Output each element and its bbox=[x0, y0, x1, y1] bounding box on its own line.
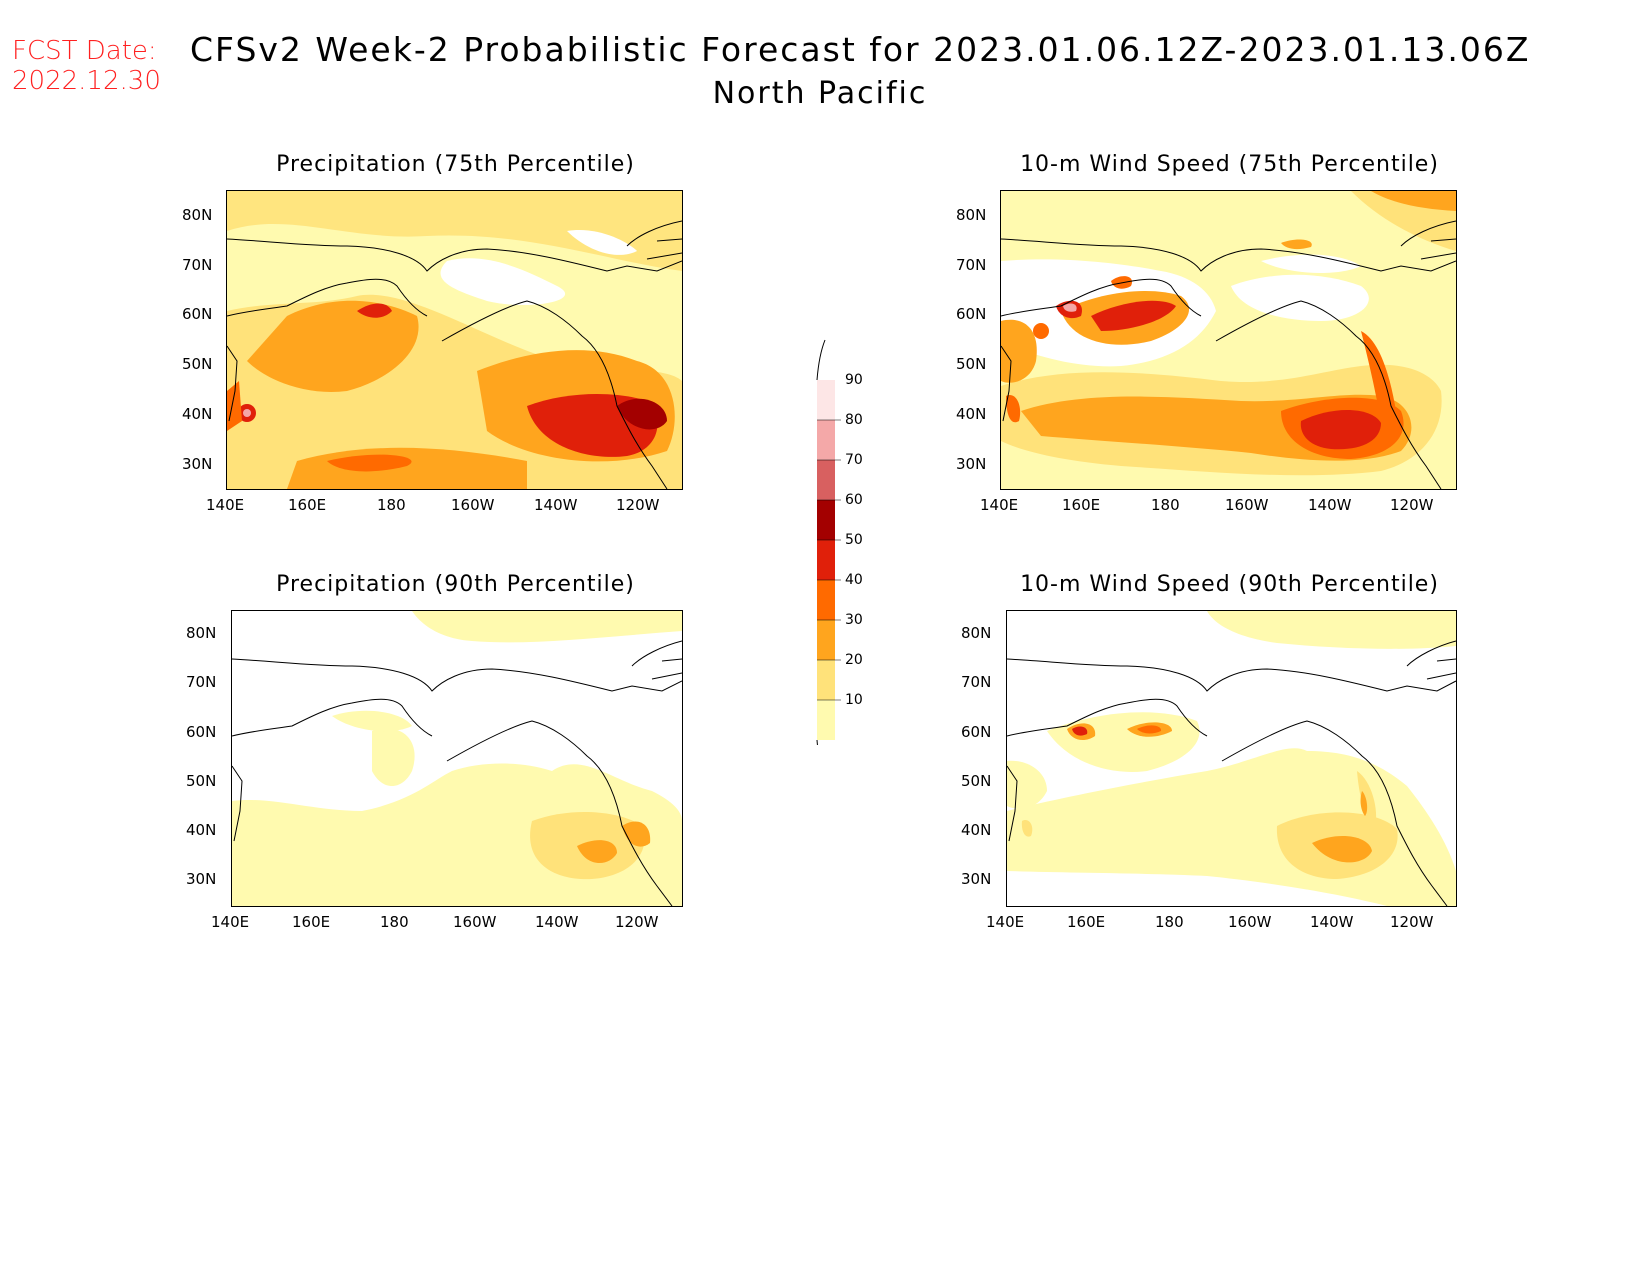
panel-title-wind75: 10-m Wind Speed (75th Percentile) bbox=[1020, 152, 1439, 177]
lat-label: 50N bbox=[182, 355, 213, 373]
map-wind90-canvas bbox=[1007, 611, 1456, 906]
colorbar-lower-tip bbox=[816, 739, 818, 745]
lon-label: 160W bbox=[453, 913, 497, 931]
colorbar-swatch bbox=[817, 420, 835, 460]
lon-label: 160W bbox=[1225, 496, 1269, 514]
map-precip75 bbox=[226, 190, 683, 490]
lat-label: 70N bbox=[186, 673, 217, 691]
colorbar-swatch bbox=[817, 660, 835, 700]
lon-label: 180 bbox=[377, 496, 406, 514]
panel-title-wind90: 10-m Wind Speed (90th Percentile) bbox=[1020, 572, 1439, 597]
colorbar-label: 20 bbox=[845, 652, 863, 668]
lon-label: 160E bbox=[1062, 496, 1101, 514]
lat-label: 40N bbox=[186, 821, 217, 839]
colorbar-label: 90 bbox=[845, 372, 863, 388]
colorbar-label: 40 bbox=[845, 572, 863, 588]
lat-label: 80N bbox=[956, 206, 987, 224]
lon-label: 160W bbox=[1228, 913, 1272, 931]
lat-label: 30N bbox=[186, 870, 217, 888]
colorbar-swatch bbox=[817, 540, 835, 580]
lat-label: 40N bbox=[956, 405, 987, 423]
map-precip90-canvas bbox=[232, 611, 682, 906]
lat-label: 60N bbox=[961, 723, 992, 741]
colorbar-swatch bbox=[817, 700, 835, 740]
lat-label: 30N bbox=[961, 870, 992, 888]
lat-label: 80N bbox=[186, 624, 217, 642]
panel-title-precip75: Precipitation (75th Percentile) bbox=[276, 152, 635, 177]
lat-label: 30N bbox=[956, 455, 987, 473]
lat-label: 40N bbox=[182, 405, 213, 423]
lat-label: 60N bbox=[182, 305, 213, 323]
lon-label: 120W bbox=[1390, 496, 1434, 514]
lon-label: 160E bbox=[292, 913, 331, 931]
lon-label: 120W bbox=[615, 913, 659, 931]
lat-label: 60N bbox=[186, 723, 217, 741]
lat-label: 30N bbox=[182, 455, 213, 473]
lon-label: 140W bbox=[534, 496, 578, 514]
map-precip90 bbox=[231, 610, 683, 907]
lat-label: 50N bbox=[961, 772, 992, 790]
lat-label: 40N bbox=[961, 821, 992, 839]
lon-label: 140E bbox=[211, 913, 250, 931]
colorbar-swatch bbox=[817, 580, 835, 620]
colorbar-swatch bbox=[817, 380, 835, 420]
lon-label: 120W bbox=[1390, 913, 1434, 931]
colorbar-label: 50 bbox=[845, 532, 863, 548]
lon-label: 140E bbox=[986, 913, 1025, 931]
forecast-date-block: FCST Date: 2022.12.30 bbox=[12, 36, 161, 96]
lon-label: 140W bbox=[1310, 913, 1354, 931]
panel-title-precip90: Precipitation (90th Percentile) bbox=[276, 572, 635, 597]
lat-label: 80N bbox=[961, 624, 992, 642]
map-wind75 bbox=[1000, 190, 1457, 490]
lon-label: 120W bbox=[616, 496, 660, 514]
region-subtitle: North Pacific bbox=[712, 76, 928, 111]
lon-label: 180 bbox=[380, 913, 409, 931]
lon-label: 140E bbox=[206, 496, 245, 514]
lon-label: 140W bbox=[535, 913, 579, 931]
forecast-date-label: FCST Date: bbox=[12, 36, 157, 66]
colorbar-label: 70 bbox=[845, 452, 863, 468]
lon-label: 160E bbox=[288, 496, 327, 514]
colorbar-swatch bbox=[817, 620, 835, 660]
forecast-date-value: 2022.12.30 bbox=[12, 66, 161, 96]
colorbar-label: 80 bbox=[845, 412, 863, 428]
lon-label: 160E bbox=[1067, 913, 1106, 931]
lon-label: 180 bbox=[1151, 496, 1180, 514]
map-precip75-canvas bbox=[227, 191, 682, 489]
lon-label: 160W bbox=[451, 496, 495, 514]
lat-label: 80N bbox=[182, 206, 213, 224]
lon-label: 140E bbox=[980, 496, 1019, 514]
lon-label: 140W bbox=[1308, 496, 1352, 514]
colorbar-label: 10 bbox=[845, 692, 863, 708]
map-wind90 bbox=[1006, 610, 1457, 907]
lat-label: 50N bbox=[956, 355, 987, 373]
lat-label: 70N bbox=[961, 673, 992, 691]
colorbar-bar bbox=[816, 339, 841, 745]
lat-label: 70N bbox=[182, 256, 213, 274]
colorbar-upper-tip bbox=[816, 339, 826, 381]
colorbar-label: 30 bbox=[845, 612, 863, 628]
main-title: CFSv2 Week-2 Probabilistic Forecast for … bbox=[190, 30, 1531, 69]
lat-label: 50N bbox=[186, 772, 217, 790]
lon-label: 180 bbox=[1155, 913, 1184, 931]
lat-label: 60N bbox=[956, 305, 987, 323]
colorbar-swatch bbox=[817, 500, 835, 540]
colorbar-swatch bbox=[817, 460, 835, 500]
colorbar-label: 60 bbox=[845, 492, 863, 508]
map-wind75-canvas bbox=[1001, 191, 1456, 489]
lat-label: 70N bbox=[956, 256, 987, 274]
